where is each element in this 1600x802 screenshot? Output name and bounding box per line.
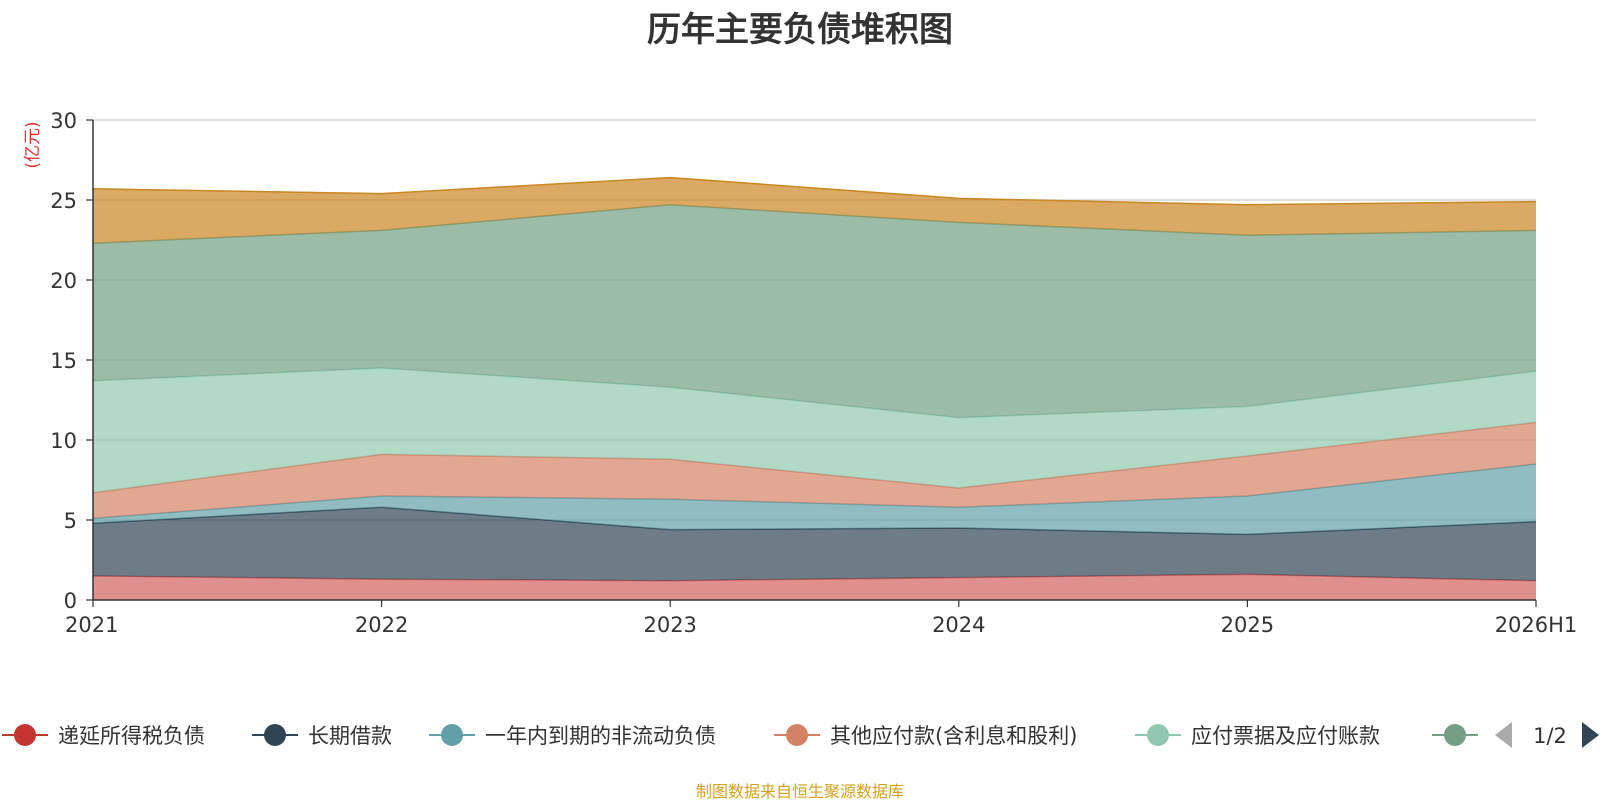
legend-circle-icon: [786, 724, 808, 746]
legend-item[interactable]: 应付票据及应付账款: [1135, 724, 1380, 748]
y-tick-label: 0: [64, 589, 77, 613]
y-tick-label: 5: [64, 509, 77, 533]
legend-label: 其他应付款(含利息和股利): [830, 724, 1077, 748]
y-tick-label: 20: [50, 269, 77, 293]
legend: 递延所得税负债 长期借款 一年内到期的非流动负债 其他应付款(含利息和股利) 应付票据及…: [2, 722, 1599, 748]
area-series-3: [93, 422, 1536, 519]
x-tick-label: 2023: [643, 613, 696, 637]
legend-label: 长期借款: [308, 724, 392, 748]
legend-next-page-icon[interactable]: [1582, 722, 1599, 748]
y-tick-label: 15: [50, 349, 77, 373]
legend-item[interactable]: 递延所得税负债: [2, 724, 205, 748]
area-series-1: [93, 507, 1536, 581]
legend-item[interactable]: 一年内到期的非流动负债: [429, 724, 716, 748]
x-tick-label: 2026H1: [1495, 613, 1578, 637]
area-layer: [92, 176, 1537, 600]
legend-circle-icon: [441, 724, 463, 746]
legend-circle-icon: [14, 724, 36, 746]
x-tick-label: 2024: [932, 613, 985, 637]
y-tick-label: 25: [50, 189, 77, 213]
chart-title: 历年主要负债堆积图: [647, 10, 953, 50]
area-line-6: [92, 176, 1537, 206]
x-tick-label: 2021: [65, 613, 118, 637]
x-tick-label: 2022: [355, 613, 408, 637]
legend-label: 应付票据及应付账款: [1191, 724, 1380, 748]
y-unit-label: (亿元): [23, 121, 43, 168]
legend-label: 递延所得税负债: [58, 724, 205, 748]
legend-item[interactable]: 长期借款: [252, 724, 392, 748]
area-series-4: [93, 368, 1536, 493]
area-series-0: [93, 574, 1536, 600]
legend-circle-icon: [264, 724, 286, 746]
legend-item[interactable]: [1432, 724, 1478, 746]
legend-label: 一年内到期的非流动负债: [485, 724, 716, 748]
legend-item[interactable]: 其他应付款(含利息和股利): [774, 724, 1077, 748]
x-tick-label: 2025: [1221, 613, 1274, 637]
source-note: 制图数据来自恒生聚源数据库: [695, 782, 904, 801]
legend-page-indicator: 1/2: [1533, 724, 1567, 748]
area-series-2: [93, 464, 1536, 535]
legend-circle-icon: [1147, 724, 1169, 746]
area-series-5: [93, 204, 1536, 418]
y-tick-label: 10: [50, 429, 77, 453]
area-series-6: [93, 177, 1536, 244]
legend-circle-icon: [1444, 724, 1466, 746]
y-tick-label: 30: [50, 109, 77, 133]
legend-prev-page-icon[interactable]: [1495, 722, 1512, 748]
